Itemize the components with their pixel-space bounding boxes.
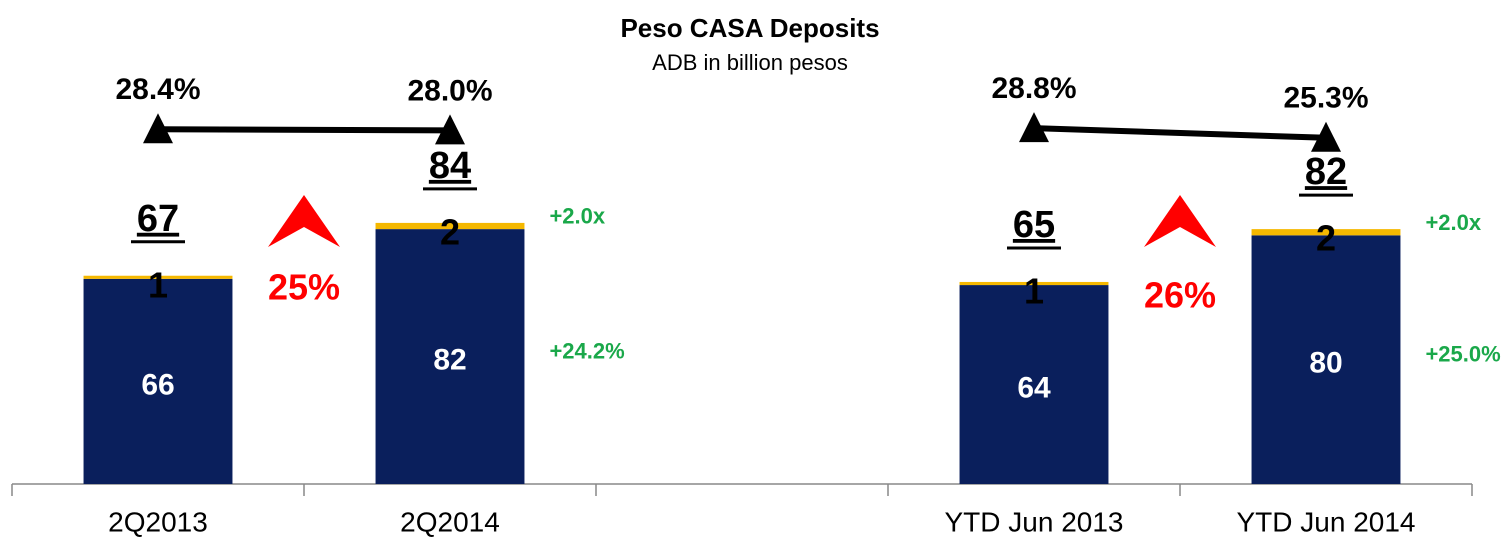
change-label: +2.0x	[549, 204, 605, 229]
bar-segment	[959, 281, 1109, 286]
share-line	[1033, 125, 1327, 141]
total-label: 84	[429, 145, 471, 187]
x-tick-label: YTD Jun 2014	[1237, 506, 1416, 537]
x-tick-label: 2Q2014	[400, 506, 500, 537]
share-label: 28.0%	[407, 74, 492, 107]
segment-label: 1	[148, 264, 168, 305]
bar-segment	[959, 285, 1109, 484]
bar-segment	[83, 275, 233, 279]
total-label: 65	[1013, 204, 1055, 246]
segment-label: 2	[440, 211, 460, 252]
segment-label: 1	[1024, 270, 1044, 311]
x-tick-label: YTD Jun 2013	[945, 506, 1124, 537]
share-marker	[1311, 121, 1341, 152]
share-marker	[143, 113, 173, 144]
chart-title: Peso CASA Deposits	[620, 13, 879, 43]
change-label: +25.0%	[1425, 341, 1500, 366]
growth-arrow	[268, 195, 340, 247]
change-label: +2.0x	[1425, 210, 1481, 235]
total-label: 67	[137, 198, 179, 240]
growth-label: 26%	[1144, 275, 1216, 316]
growth-label: 25%	[268, 267, 340, 308]
segment-label: 82	[433, 343, 466, 376]
segment-label: 64	[1017, 371, 1051, 404]
share-label: 28.4%	[115, 73, 200, 106]
chart-subtitle: ADB in billion pesos	[652, 50, 848, 75]
segment-label: 80	[1309, 347, 1342, 380]
segment-label: 66	[141, 368, 174, 401]
change-label: +24.2%	[549, 338, 624, 363]
bar-segment	[375, 222, 525, 230]
share-line	[157, 126, 451, 134]
share-marker	[435, 114, 465, 145]
x-tick-label: 2Q2013	[108, 506, 208, 537]
share-marker	[1019, 112, 1049, 143]
segment-label: 2	[1316, 218, 1336, 259]
total-label: 82	[1305, 151, 1347, 193]
bar-segment	[375, 229, 525, 484]
bar-segment	[1251, 235, 1401, 484]
share-label: 28.8%	[991, 72, 1076, 105]
bar-segment	[83, 278, 233, 484]
bar-segment	[1251, 229, 1401, 236]
share-label: 25.3%	[1283, 82, 1368, 115]
growth-arrow	[1144, 195, 1216, 247]
